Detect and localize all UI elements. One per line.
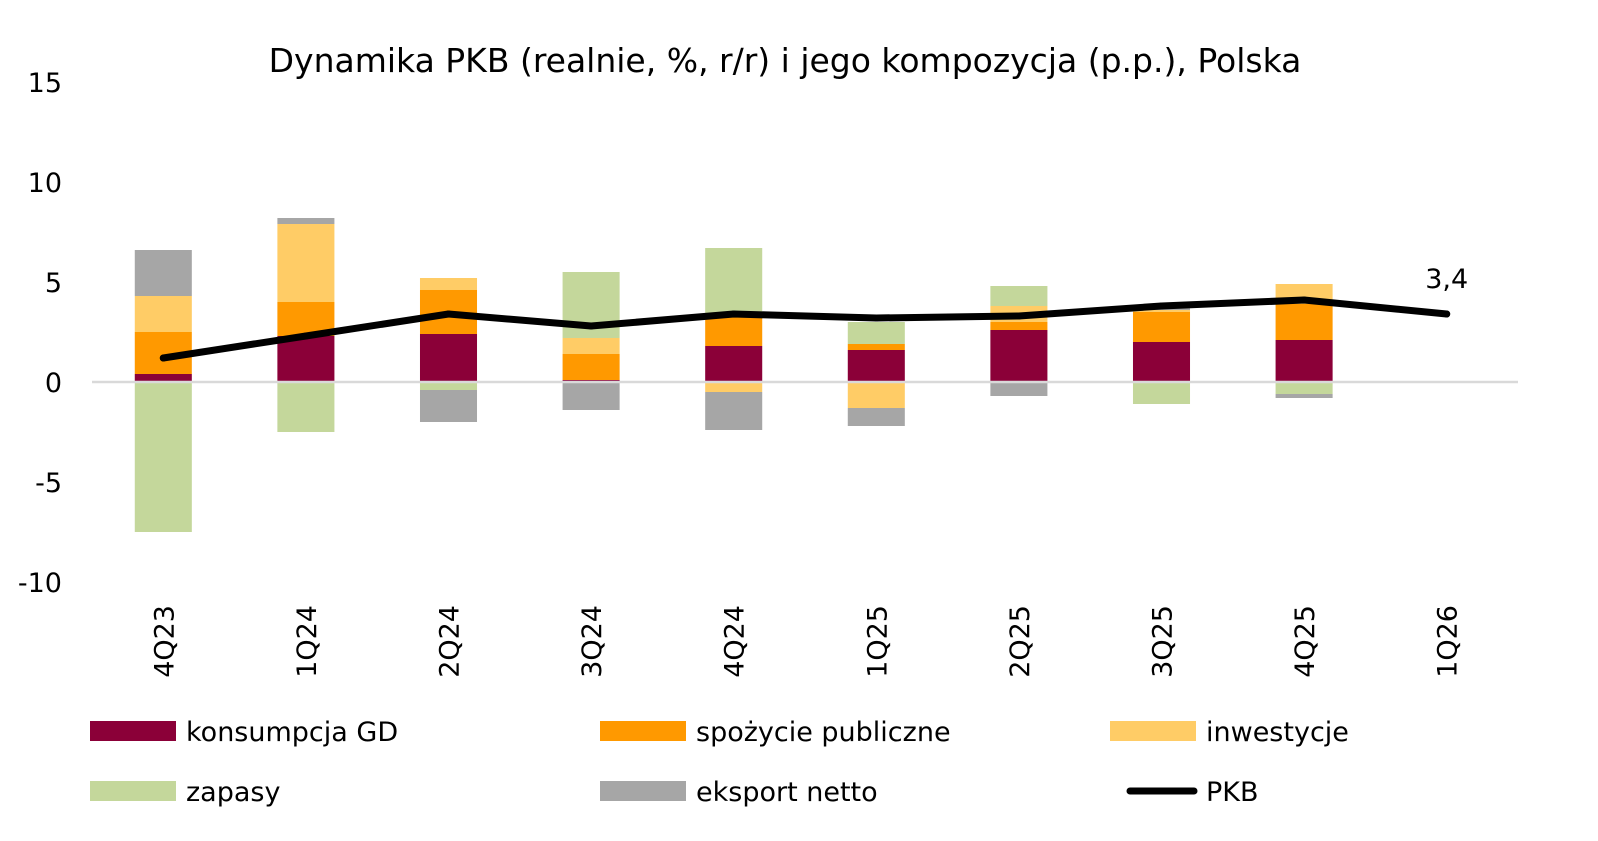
bar-eksport-netto-2q24 xyxy=(419,390,478,422)
x-tick-label-1q26: 1Q26 xyxy=(1433,605,1464,678)
x-tick-label-2q25: 2Q25 xyxy=(1005,605,1036,678)
legend-swatch-konsumpcja-gd xyxy=(90,721,176,741)
bar-zapasy-2q25 xyxy=(990,286,1048,306)
bar-inwestycje-3q25 xyxy=(1132,310,1191,312)
legend-item-eksport-netto: eksport netto xyxy=(600,777,878,808)
x-tick-label-3q24: 3Q24 xyxy=(577,605,608,678)
y-tick-label: 5 xyxy=(45,268,62,299)
x-tick-label-4q23: 4Q23 xyxy=(149,605,180,678)
line-pkb xyxy=(159,296,1451,362)
y-tick-label: 10 xyxy=(28,168,62,199)
bar-konsumpcja-gd-4q24 xyxy=(705,346,763,382)
data-label-layer: 3,4 xyxy=(1425,264,1468,295)
data-label-pkb-1q26: 3,4 xyxy=(1425,264,1468,295)
x-tick-label-4q25: 4Q25 xyxy=(1290,605,1321,678)
bar-eksport-netto-4q24 xyxy=(705,392,763,430)
bar-zapasy-4q23 xyxy=(134,382,192,532)
x-tick-label-1q24: 1Q24 xyxy=(292,605,323,678)
legend-item-spozycie-publiczne: spożycie publiczne xyxy=(600,717,951,748)
point-pkb-3q24 xyxy=(587,322,595,330)
bar-eksport-netto-4q23 xyxy=(134,250,192,296)
point-pkb-4q25 xyxy=(1300,296,1308,304)
point-pkb-4q23 xyxy=(159,354,167,362)
legend-swatch-inwestycje xyxy=(1110,721,1196,741)
bar-spozycie-publiczne-3q24 xyxy=(562,354,620,380)
bar-zapasy-1q25 xyxy=(847,322,905,344)
bar-inwestycje-1q25 xyxy=(847,382,905,408)
legend-label-inwestycje: inwestycje xyxy=(1206,717,1349,748)
legend: konsumpcja GD spożycie publiczne inwestycj… xyxy=(90,717,1349,808)
x-tick-label-4q24: 4Q24 xyxy=(720,605,751,678)
point-pkb-2q24 xyxy=(445,310,452,318)
bar-eksport-netto-3q24 xyxy=(562,382,620,410)
bar-konsumpcja-gd-4q23 xyxy=(134,374,192,382)
legend-item-konsumpcja-gd: konsumpcja GD xyxy=(90,717,398,748)
bar-spozycie-publiczne-1q25 xyxy=(847,344,905,350)
y-axis: 15 10 5 0 -5 -10 xyxy=(18,68,62,599)
bar-spozycie-publiczne-3q25 xyxy=(1132,312,1191,342)
bar-inwestycje-1q24 xyxy=(277,224,335,302)
point-pkb-1q24 xyxy=(302,332,310,340)
bar-zapasy-4q24 xyxy=(705,248,763,316)
legend-swatch-eksport-netto xyxy=(600,781,686,801)
bar-eksport-netto-4q25 xyxy=(1275,394,1333,398)
bar-spozycie-publiczne-4q24 xyxy=(705,316,763,346)
bar-zapasy-4q25 xyxy=(1275,382,1333,394)
legend-item-zapasy: zapasy xyxy=(90,777,280,808)
legend-swatch-zapasy xyxy=(90,781,176,801)
point-pkb-2q25 xyxy=(1015,312,1023,320)
bar-inwestycje-4q23 xyxy=(134,296,192,332)
legend-label-zapasy: zapasy xyxy=(186,777,280,808)
bar-konsumpcja-gd-1q25 xyxy=(847,350,905,382)
legend-swatch-spozycie-publiczne xyxy=(600,721,686,741)
bar-inwestycje-2q24 xyxy=(419,278,478,290)
x-tick-label-1q25: 1Q25 xyxy=(862,605,893,678)
point-pkb-4q24 xyxy=(730,310,738,318)
legend-item-pkb: PKB xyxy=(1126,777,1259,808)
bar-spozycie-publiczne-4q25 xyxy=(1275,304,1333,340)
bar-eksport-netto-2q25 xyxy=(990,382,1048,396)
bar-zapasy-3q25 xyxy=(1132,382,1191,404)
bar-layer xyxy=(134,218,1333,532)
bar-spozycie-publiczne-2q25 xyxy=(990,322,1048,330)
point-pkb-3q25 xyxy=(1158,302,1165,310)
legend-label-pkb: PKB xyxy=(1206,777,1259,808)
point-pkb-1q26 xyxy=(1443,310,1451,318)
bar-eksport-netto-1q25 xyxy=(847,408,905,426)
bar-zapasy-2q24 xyxy=(419,382,478,390)
y-tick-label: -5 xyxy=(35,468,62,499)
bar-konsumpcja-gd-2q24 xyxy=(419,334,478,382)
bar-konsumpcja-gd-3q25 xyxy=(1132,342,1191,382)
bar-inwestycje-3q24 xyxy=(562,338,620,354)
y-tick-label: 0 xyxy=(45,368,62,399)
legend-label-eksport-netto: eksport netto xyxy=(696,777,878,808)
bar-inwestycje-4q24 xyxy=(705,382,763,392)
bar-eksport-netto-1q24 xyxy=(277,218,335,224)
legend-label-spozycie-publiczne: spożycie publiczne xyxy=(696,717,951,748)
y-tick-label: -10 xyxy=(18,568,62,599)
chart-title: Dynamika PKB (realnie, %, r/r) i jego ko… xyxy=(269,41,1302,80)
legend-label-konsumpcja-gd: konsumpcja GD xyxy=(186,717,398,748)
bar-konsumpcja-gd-1q24 xyxy=(277,336,335,382)
line-layer xyxy=(159,296,1451,362)
x-axis: 4Q23 1Q24 2Q24 3Q24 4Q24 1Q25 2Q25 3Q25 4Q25 1Q26 xyxy=(149,605,1463,678)
point-pkb-1q25 xyxy=(872,314,880,322)
bar-konsumpcja-gd-4q25 xyxy=(1275,340,1333,382)
bar-zapasy-1q24 xyxy=(277,382,335,432)
x-tick-label-2q24: 2Q24 xyxy=(435,605,466,678)
x-tick-label-3q25: 3Q25 xyxy=(1148,605,1179,678)
legend-item-inwestycje: inwestycje xyxy=(1110,717,1349,748)
y-tick-label: 15 xyxy=(28,68,62,99)
bar-konsumpcja-gd-2q25 xyxy=(990,330,1048,382)
